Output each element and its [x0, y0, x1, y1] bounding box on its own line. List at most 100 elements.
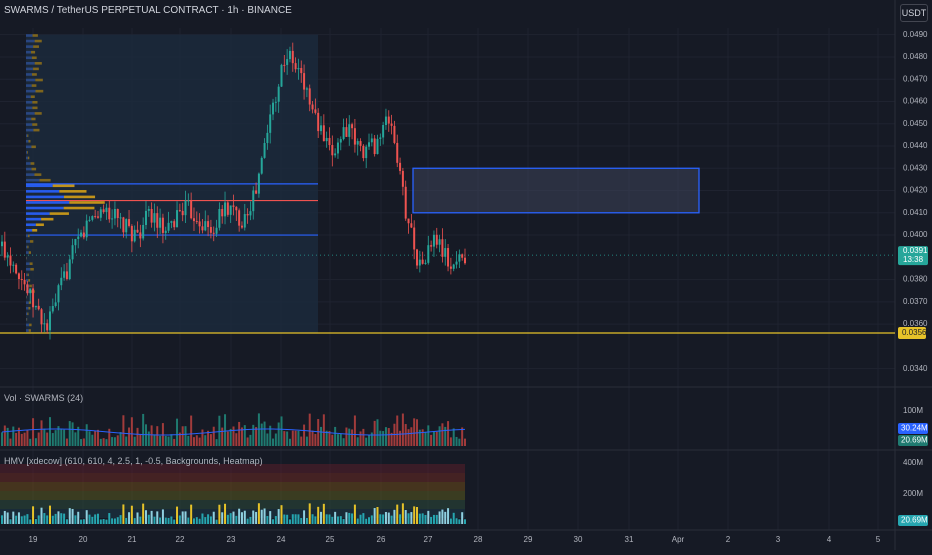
hmv-bar — [86, 510, 88, 524]
hmv-bar — [422, 513, 424, 524]
hmv-bar — [258, 503, 260, 524]
profile-bar-sell — [31, 146, 35, 149]
hmv-pane-label[interactable]: HMV [xdecow] (610, 610, 4, 2.5, 1, -0.5,… — [4, 456, 263, 466]
volume-bar — [173, 439, 175, 446]
profile-bar-buy — [26, 84, 32, 87]
volume-bar — [49, 417, 51, 446]
volume-bar — [151, 425, 153, 446]
volume-bar — [32, 418, 34, 446]
profile-bar-buy — [26, 329, 29, 332]
volume-bar — [388, 428, 390, 446]
candle-body — [444, 248, 446, 257]
volume-pane-label[interactable]: Vol · SWARMS (24) — [4, 393, 83, 403]
candle-body — [447, 248, 449, 266]
volume-bar — [402, 414, 404, 446]
hmv-bar — [337, 516, 339, 524]
volume-bar — [326, 431, 328, 446]
profile-bar-sell — [35, 62, 42, 65]
volume-bar — [196, 435, 198, 446]
candle-body — [94, 216, 96, 217]
profile-bar-buy — [26, 73, 32, 76]
hmv-bar — [29, 519, 31, 524]
candle-body — [399, 163, 401, 171]
symbol-title[interactable]: SWARMS / TetherUS PERPETUAL CONTRACT · 1… — [4, 5, 292, 16]
volume-bar — [413, 418, 415, 446]
hmv-bar — [156, 511, 158, 524]
hmv-bar — [297, 514, 299, 524]
hmv-bar — [168, 518, 170, 524]
hmv-bar — [354, 505, 356, 524]
volume-bar — [165, 436, 167, 446]
candle-body — [405, 187, 407, 219]
hmv-bar — [289, 519, 291, 524]
hmv-bar — [320, 512, 322, 524]
hmv-bar — [97, 514, 99, 524]
candle-body — [360, 141, 362, 146]
candle-body — [354, 128, 356, 144]
candle-body — [103, 209, 105, 212]
candle-body — [430, 245, 432, 246]
candle-body — [331, 145, 333, 155]
candle-body — [176, 210, 178, 227]
candle-body — [1, 242, 3, 247]
candle-body — [328, 138, 330, 145]
candle-body — [131, 226, 133, 241]
hmv-bar — [190, 505, 192, 524]
candle-body — [368, 142, 370, 146]
candle-body — [371, 138, 373, 142]
candle-body — [303, 73, 305, 89]
candle-body — [151, 209, 153, 223]
candle-body — [376, 139, 378, 154]
volume-bar — [55, 430, 57, 446]
profile-bar-sell — [28, 235, 30, 238]
volume-bar — [38, 433, 40, 446]
hmv-bar — [57, 511, 59, 524]
candle-body — [382, 125, 384, 137]
price-tick-label: 0.0420 — [903, 186, 928, 195]
volume-bar — [309, 414, 311, 446]
volume-bar — [24, 433, 26, 446]
profile-bar-sell — [32, 73, 37, 76]
price-tick-label: 0.0490 — [903, 30, 928, 39]
candle-body — [252, 190, 254, 211]
currency-button[interactable]: USDT — [900, 4, 928, 22]
volume-bar — [29, 439, 31, 446]
volume-bar — [218, 416, 220, 446]
hmv-bar — [32, 506, 34, 524]
hmv-bar — [111, 518, 113, 524]
volume-bar — [249, 435, 251, 446]
hmv-bar — [408, 513, 410, 524]
volume-bar — [66, 439, 68, 446]
hmv-bar — [447, 508, 449, 524]
candle-body — [80, 233, 82, 237]
candle-body — [69, 259, 71, 279]
candle-body — [317, 113, 319, 131]
volume-bar — [247, 437, 249, 446]
candle-body — [413, 228, 415, 250]
profile-bar-sell — [29, 324, 32, 327]
time-axis-label: 29 — [524, 535, 533, 544]
hmv-bar — [345, 512, 347, 524]
time-axis-label: 21 — [128, 535, 137, 544]
candle-body — [162, 218, 164, 233]
candle-body — [7, 256, 9, 258]
profile-bar-sell — [35, 112, 42, 115]
time-axis-label: 28 — [474, 535, 483, 544]
candle-body — [337, 143, 339, 154]
volume-bar — [351, 429, 353, 446]
supply-zone-box[interactable] — [413, 168, 699, 213]
hmv-bar — [419, 514, 421, 524]
volume-bar — [170, 434, 172, 446]
hmv-bar — [173, 520, 175, 524]
candle-body — [125, 219, 127, 232]
candle-body — [72, 245, 74, 259]
candle-body — [156, 213, 158, 228]
hmv-bar — [49, 506, 51, 524]
candle-body — [193, 218, 195, 221]
candle-body — [213, 233, 215, 234]
hmv-bar — [278, 509, 280, 524]
hmv-bar — [300, 518, 302, 524]
time-axis-label: Apr — [672, 535, 685, 544]
